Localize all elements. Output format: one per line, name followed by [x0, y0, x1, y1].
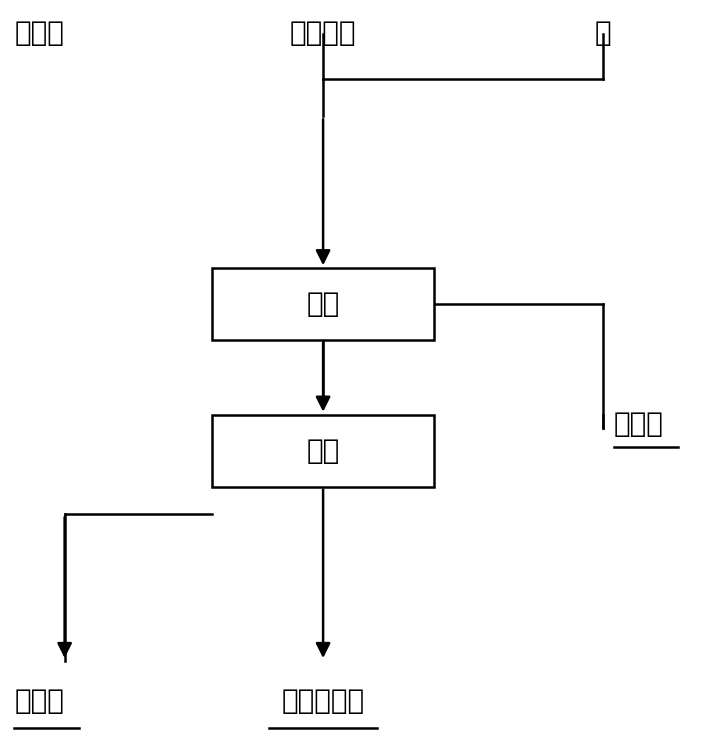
Bar — [212, 268, 434, 340]
Text: 钨酸盐溶液: 钨酸盐溶液 — [281, 687, 365, 715]
Text: 再生: 再生 — [307, 436, 340, 465]
Bar — [212, 415, 434, 487]
Text: 溶解: 溶解 — [307, 290, 340, 318]
Text: 再生剂: 再生剂 — [614, 410, 663, 439]
Text: 酸: 酸 — [595, 19, 612, 47]
Text: 有机相: 有机相 — [14, 19, 64, 47]
Text: 有机相: 有机相 — [14, 687, 64, 715]
Text: 仲钨酸铵: 仲钨酸铵 — [290, 19, 356, 47]
